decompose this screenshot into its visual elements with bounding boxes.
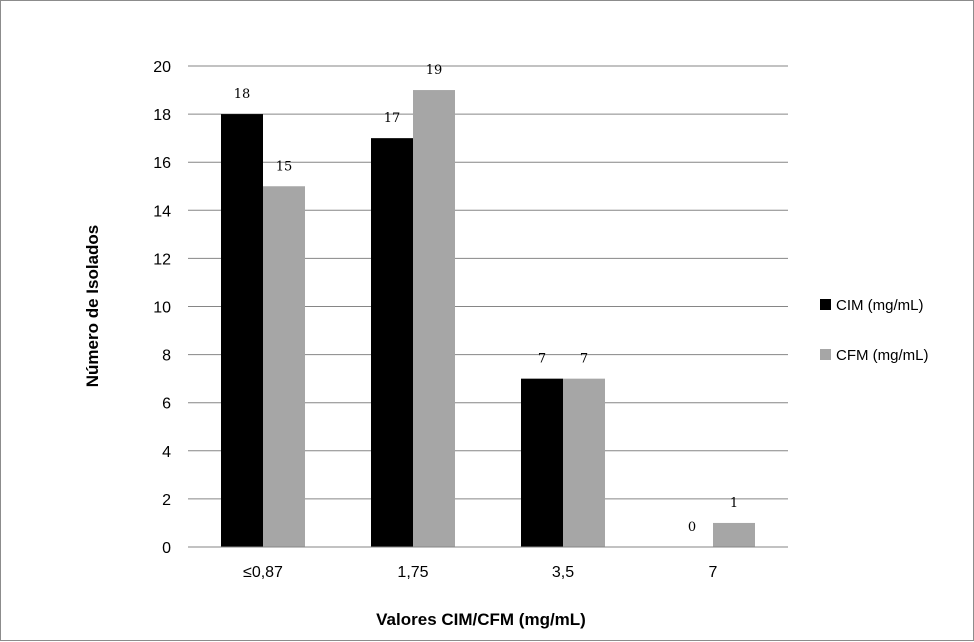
x-tick-label: 1,75 [397, 564, 428, 581]
y-tick-label: 12 [153, 251, 171, 268]
bars [221, 90, 755, 548]
bar-cfm [563, 378, 605, 547]
legend-label-cim: CIM (mg/mL) [836, 297, 924, 314]
data-label: 17 [384, 111, 401, 126]
y-tick-label: 14 [153, 203, 171, 220]
x-tick-label: 3,5 [552, 564, 574, 581]
y-tick-label: 2 [162, 492, 171, 509]
y-tick-label: 10 [153, 300, 171, 317]
data-label: 1 [730, 496, 738, 511]
x-tick-label: 7 [709, 564, 718, 581]
y-tick-label: 4 [162, 444, 171, 461]
y-tick-label: 8 [162, 348, 171, 365]
bar-cim [221, 114, 263, 547]
data-label: 7 [580, 352, 588, 367]
data-labels: 18 15 17 19 7 7 0 1 [234, 63, 738, 535]
data-label: 19 [426, 63, 443, 78]
y-tick-label: 20 [153, 59, 171, 76]
bar-cfm [413, 90, 455, 548]
bar-cim [521, 378, 563, 547]
x-axis-ticks: ≤0,87 1,75 3,5 7 [243, 564, 718, 581]
data-label: 15 [276, 159, 293, 174]
y-tick-label: 18 [153, 107, 171, 124]
y-tick-label: 0 [162, 540, 171, 557]
bar-cim [371, 138, 413, 547]
legend-label-cfm: CFM (mg/mL) [836, 347, 929, 364]
y-axis-ticks: 0 2 4 6 8 10 12 14 16 18 20 [153, 59, 171, 557]
legend-swatch-cim [820, 299, 831, 310]
y-tick-label: 6 [162, 396, 171, 413]
data-label: 7 [538, 352, 546, 367]
legend: CIM (mg/mL) CFM (mg/mL) [820, 297, 929, 364]
data-label: 0 [688, 520, 696, 535]
x-tick-label: ≤0,87 [243, 564, 283, 581]
y-tick-label: 16 [153, 155, 171, 172]
y-axis-title: Número de Isolados [83, 225, 102, 387]
data-label: 18 [234, 87, 251, 102]
legend-swatch-cfm [820, 349, 831, 360]
x-axis-title: Valores CIM/CFM (mg/mL) [376, 610, 586, 629]
bar-cfm [263, 186, 305, 547]
bar-cfm [713, 522, 755, 547]
